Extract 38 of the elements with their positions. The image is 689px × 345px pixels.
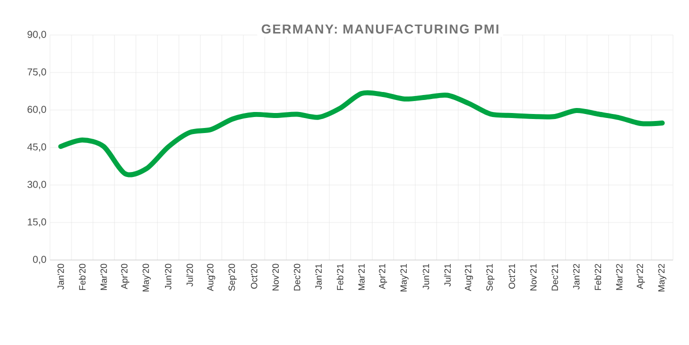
x-tick-label: Nov'21: [530, 264, 537, 290]
y-tick-label: 30,0: [27, 180, 46, 190]
x-tick-label: Aug'20: [207, 264, 216, 292]
x-tick-label: Dec'20: [294, 264, 300, 290]
y-tick-label: 45,0: [27, 143, 46, 152]
x-tick-label: Feb'21: [336, 264, 344, 290]
x-tick-label: Sep'21: [486, 264, 494, 291]
y-tick-label: 90,0: [28, 30, 46, 40]
x-tick-label: Feb'22: [594, 264, 602, 290]
x-tick-label: Feb'20: [78, 264, 86, 290]
y-tick-label: 75,0: [28, 68, 46, 77]
x-tick-label: Sep'20: [228, 264, 237, 291]
chart-title: GERMANY: MANUFACTURING PMI: [262, 24, 498, 34]
x-tick-label: Mar'21: [358, 264, 365, 290]
x-tick-label: May'22: [658, 264, 666, 292]
y-tick-label: 15,0: [28, 218, 46, 227]
x-tick-label: Jul'20: [186, 264, 193, 287]
x-tick-label: Jun'21: [422, 264, 430, 290]
x-tick-label: Jan'20: [58, 264, 64, 290]
x-tick-label: May'20: [142, 264, 151, 292]
x-tick-label: Mar'22: [616, 264, 622, 290]
y-tick-label: 60,0: [28, 106, 46, 114]
x-tick-label: Jul'21: [444, 264, 451, 287]
x-tick-label: Dec'21: [552, 264, 558, 290]
x-tick-label: Mar'20: [100, 264, 107, 290]
x-tick-label: Apr'20: [121, 264, 130, 290]
x-tick-label: Apr'21: [378, 264, 388, 290]
x-tick-label: Nov'20: [272, 264, 279, 290]
x-tick-label: Jun'20: [164, 264, 172, 290]
x-tick-label: May'21: [400, 264, 409, 292]
x-tick-label: Jan'22: [573, 264, 580, 290]
x-tick-label: Jan'21: [315, 264, 322, 290]
x-tick-label: Apr'22: [636, 264, 645, 290]
line-series: [58, 90, 665, 177]
x-tick-label: Oct'20: [250, 264, 258, 289]
y-tick-label: 0,0: [33, 256, 46, 264]
x-tick-label: Aug'21: [464, 264, 473, 292]
x-tick-label: Oct'21: [508, 264, 516, 289]
